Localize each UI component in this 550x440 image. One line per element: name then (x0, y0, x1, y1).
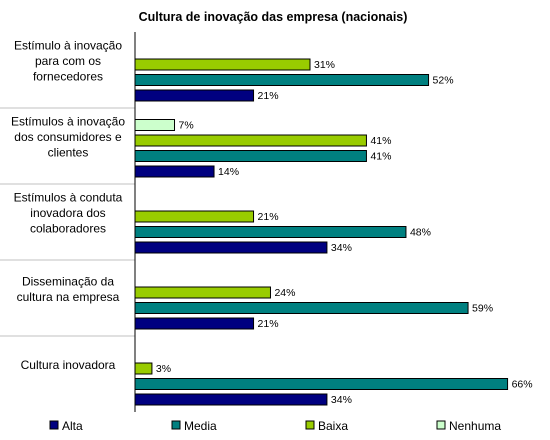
category-label: inovadora dos (30, 206, 105, 220)
category-label: Estímulo à inovação (14, 39, 122, 53)
legend-item-baixa: Baixa (305, 419, 348, 433)
legend-swatch (49, 420, 59, 430)
legend-item-alta: Alta (49, 419, 83, 433)
chart-title: Cultura de inovação das empresa (naciona… (139, 10, 408, 24)
bar-baixa (134, 58, 311, 71)
data-label: 66% (512, 379, 533, 391)
data-label: 14% (218, 166, 239, 178)
legend-label: Alta (62, 419, 83, 433)
data-label: 34% (331, 242, 352, 254)
category-label: cultura na empresa (17, 290, 120, 304)
bar-media (134, 302, 469, 314)
category-label: colaboradores (30, 222, 106, 236)
data-label: 41% (370, 135, 391, 147)
data-label: 3% (156, 363, 171, 375)
data-label: 41% (370, 151, 391, 163)
legend-swatch (436, 420, 446, 430)
category-label: clientes (48, 146, 89, 160)
category-label: Estímulos à conduta (14, 191, 123, 205)
bar-baixa (134, 286, 271, 299)
bar-baixa (134, 362, 153, 375)
category-label: Disseminação da (22, 274, 114, 288)
legend-label: Media (184, 419, 217, 433)
data-label: 52% (433, 75, 454, 87)
legend-item-nenhuma: Nenhuma (436, 419, 501, 433)
bar-nenhuma (134, 119, 176, 131)
data-label: 7% (179, 120, 194, 132)
bar-media (134, 150, 367, 162)
data-label: 31% (314, 59, 335, 71)
data-label: 21% (258, 318, 279, 330)
bar-alta (134, 317, 255, 330)
bar-media (134, 226, 407, 238)
legend-label: Baixa (318, 419, 348, 433)
category-label: dos consumidores e (14, 130, 122, 144)
bar-media (134, 74, 430, 86)
legend-swatch (171, 420, 181, 430)
bar-media (134, 378, 509, 390)
category-label: Cultura inovadora (21, 358, 116, 372)
data-label: 24% (274, 287, 295, 299)
bar-baixa (134, 134, 367, 147)
bar-alta (134, 393, 328, 406)
legend-label: Nenhuma (449, 419, 501, 433)
bar-alta (134, 165, 215, 178)
data-label: 59% (472, 303, 493, 315)
category-label: Estímulos à inovação (11, 115, 125, 129)
data-label: 21% (258, 211, 279, 223)
legend-item-media: Media (171, 419, 217, 433)
data-label: 48% (410, 227, 431, 239)
category-label: fornecedores (33, 70, 103, 84)
bar-alta (134, 89, 255, 102)
data-label: 34% (331, 394, 352, 406)
data-label: 21% (258, 90, 279, 102)
bar-baixa (134, 210, 255, 223)
legend: Alta Media Baixa Nenhuma (49, 419, 501, 433)
legend-swatch (305, 420, 315, 430)
category-label: para com os (35, 54, 101, 68)
bar-alta (134, 241, 328, 254)
